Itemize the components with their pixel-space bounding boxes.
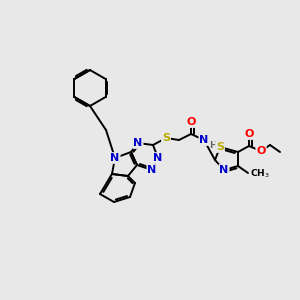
Text: O: O [256,146,266,156]
Text: CH$_3$: CH$_3$ [250,168,270,180]
Text: N: N [200,135,208,145]
Text: N: N [147,165,157,175]
Text: N: N [110,153,120,163]
Text: S: S [216,142,224,152]
Text: H: H [209,140,217,149]
Text: N: N [153,153,163,163]
Text: N: N [219,165,229,175]
Text: S: S [162,133,170,143]
Text: O: O [244,129,254,139]
Text: O: O [186,117,196,127]
Text: N: N [134,138,142,148]
